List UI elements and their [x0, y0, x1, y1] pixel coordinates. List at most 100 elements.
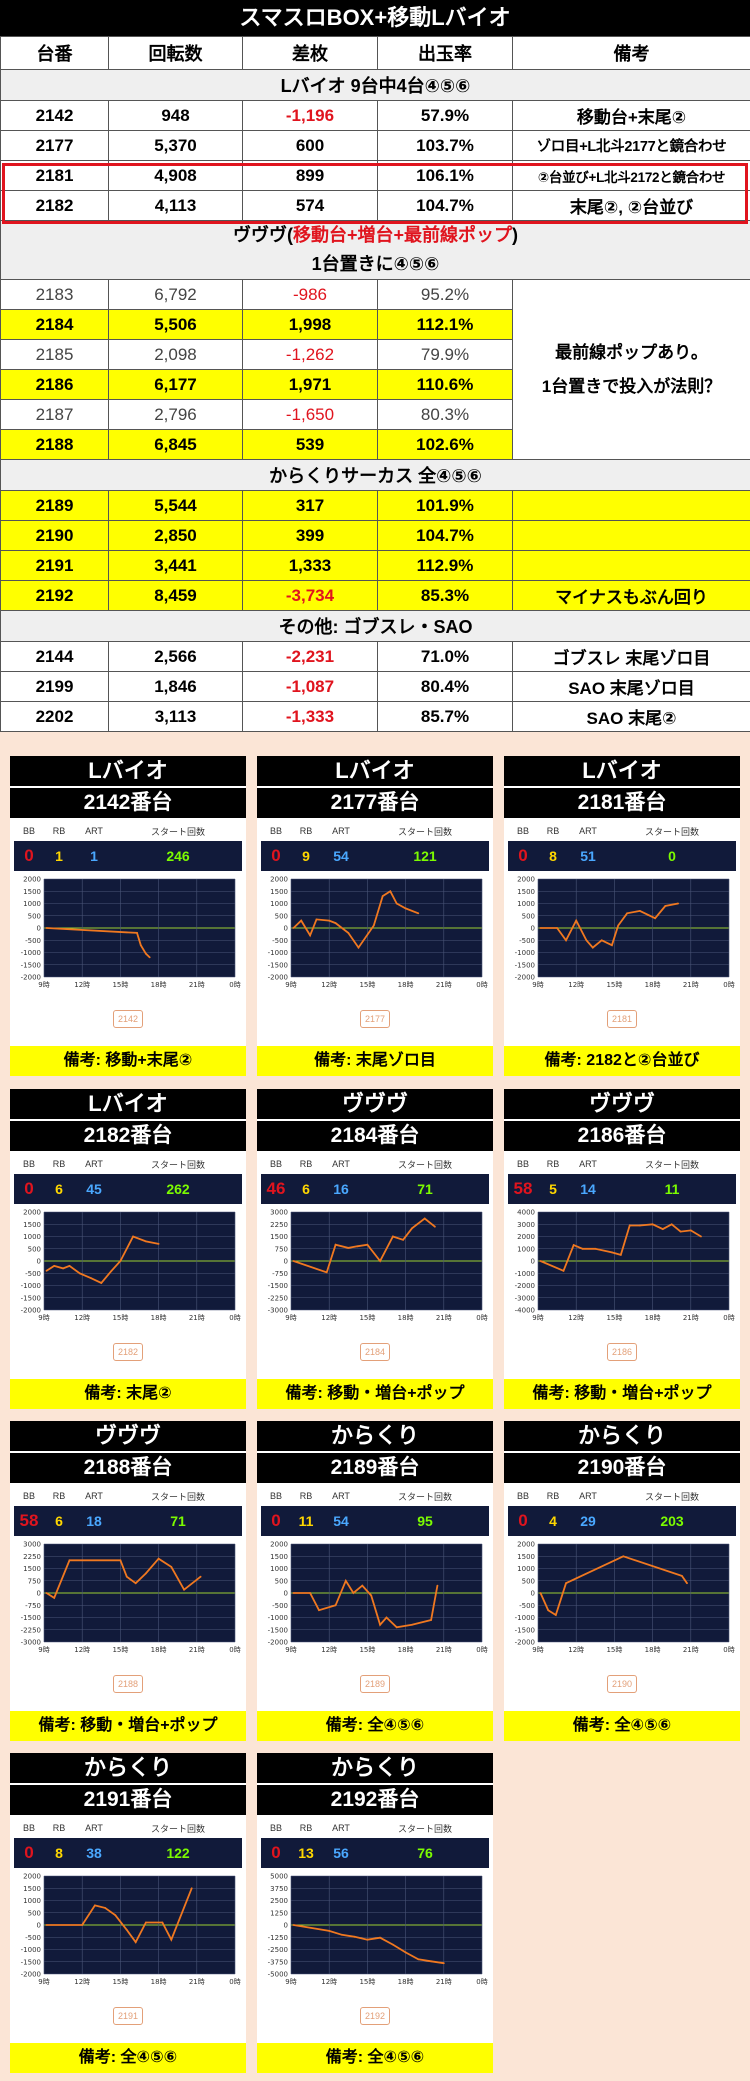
slump-point — [110, 1269, 113, 1272]
slump-point — [411, 1623, 413, 1626]
slump-point — [572, 1244, 575, 1246]
x-tick-label: 0時 — [476, 981, 487, 989]
card-machine-name: Lバイオ — [504, 756, 740, 786]
card-unit-badge[interactable]: 2182 — [113, 1343, 143, 1361]
slump-point — [344, 1579, 347, 1582]
label-art: ART — [332, 826, 350, 836]
table-row: 2189 5,544 317 101.9% — [0, 490, 750, 521]
slump-point — [628, 1224, 631, 1227]
slump-point — [157, 1243, 160, 1245]
cell-spins: 3,113 — [108, 701, 243, 732]
y-tick-label: -3000 — [21, 1639, 41, 1647]
x-tick-label: 18時 — [645, 1646, 661, 1654]
y-tick-label: 2000 — [517, 1233, 535, 1241]
label-start: スタート回数 — [150, 1159, 205, 1170]
slump-point — [309, 934, 311, 937]
slump-line — [293, 1217, 436, 1274]
card-unit-badge[interactable]: 2188 — [113, 1675, 143, 1693]
cell-spins: 2,850 — [108, 520, 243, 551]
y-tick-label: -1250 — [268, 1934, 288, 1942]
x-tick-label: 21時 — [436, 1646, 452, 1654]
cell-diff: 899 — [242, 160, 378, 191]
value-start: 71 — [417, 1181, 433, 1197]
slump-point — [539, 1260, 542, 1262]
slump-point — [661, 1228, 664, 1230]
slump-point — [581, 1247, 584, 1250]
x-tick-label: 0時 — [723, 1646, 734, 1654]
card-unit-badge[interactable]: 2192 — [360, 2007, 390, 2025]
x-tick-label: 9時 — [285, 1314, 296, 1322]
card-stat-values: 0 8 51 0 — [508, 841, 736, 871]
card-unit-badge[interactable]: 2189 — [360, 1675, 390, 1693]
slump-point — [423, 1217, 426, 1220]
x-tick-label: 0時 — [229, 1978, 240, 1986]
value-start: 0 — [668, 848, 676, 864]
card-machine-name: ヴヴヴ — [504, 1089, 740, 1119]
label-rb: RB — [299, 1491, 313, 1501]
card-note: 備考: 全④⑤⑥ — [257, 1711, 493, 1741]
slump-point — [119, 1260, 122, 1262]
x-tick-label: 15時 — [606, 981, 622, 989]
cell-diff: 574 — [242, 190, 378, 221]
y-tick-label: 1000 — [270, 900, 288, 908]
card-unit-badge[interactable]: 2181 — [607, 1010, 637, 1028]
table-row: 2185 2,098 -1,262 79.9% — [0, 339, 750, 370]
slump-point — [94, 1904, 96, 1907]
y-tick-label: 0 — [37, 1922, 41, 1930]
card-stat-values: 0 8 38 122 — [14, 1838, 242, 1868]
card-unit-badge[interactable]: 2142 — [113, 1010, 143, 1028]
y-tick-label: -750 — [25, 1602, 41, 1610]
cell-diff: 317 — [242, 490, 378, 521]
label-bb: BB — [269, 1823, 282, 1833]
label-start: スタート回数 — [644, 1159, 699, 1170]
slump-point — [68, 1265, 71, 1267]
cell-rate: 110.6% — [377, 369, 513, 400]
y-tick-label: -3750 — [268, 1958, 288, 1966]
slump-point — [352, 1592, 355, 1594]
card-unit-badge[interactable]: 2190 — [607, 1675, 637, 1693]
label-bb: BB — [22, 1159, 35, 1169]
x-tick-label: 9時 — [285, 1646, 296, 1654]
value-bb: 0 — [518, 846, 528, 865]
y-tick-label: 0 — [37, 1590, 41, 1598]
cell-diff: -1,087 — [242, 671, 378, 702]
slump-point — [328, 1930, 331, 1932]
section-vvv-subtitle: 1台置きに④⑤⑥ — [311, 254, 440, 274]
card-machine-name: からくり — [504, 1421, 740, 1451]
slump-point — [670, 1223, 673, 1226]
x-tick-label: 15時 — [112, 1978, 128, 1986]
label-rb: RB — [299, 826, 313, 836]
cell-note — [512, 550, 750, 581]
card-unit-badge[interactable]: 2184 — [360, 1343, 390, 1361]
label-rb: RB — [299, 1159, 313, 1169]
slump-point — [436, 1584, 439, 1587]
y-tick-label: -2000 — [21, 974, 41, 982]
card-stat-labels: BB RB ART スタート回数 — [10, 1818, 246, 1838]
y-tick-label: 2500 — [270, 1897, 288, 1905]
card-unit-badge[interactable]: 2191 — [113, 2007, 143, 2025]
slump-point — [381, 895, 384, 897]
card-unit-badge[interactable]: 2177 — [360, 1010, 390, 1028]
section-header-karakuri: からくりサーカス 全④⑤⑥ — [0, 459, 750, 491]
cell-note-vvv: 最前線ポップあり。 1台置きで投入が法則？ — [512, 279, 750, 460]
card-stat-values: 0 6 45 262 — [14, 1174, 242, 1204]
section-header-vvv: ヴヴヴ(移動台+増台+最前線ポップ) 1台置きに④⑤⑥ — [0, 220, 750, 280]
cell-diff: 1,333 — [242, 550, 378, 581]
value-bb: 46 — [266, 1179, 286, 1198]
y-tick-label: 1000 — [23, 900, 41, 908]
x-tick-label: 21時 — [436, 1314, 452, 1322]
slump-point — [139, 944, 142, 947]
value-art: 16 — [333, 1181, 349, 1197]
table-row: 2192 8,459 -3,734 85.3% マイナスもぶん回り — [0, 580, 750, 611]
x-tick-label: 0時 — [229, 981, 240, 989]
label-start: スタート回数 — [397, 826, 452, 837]
slump-point — [404, 1951, 407, 1954]
slump-point — [664, 905, 667, 907]
slump-point — [639, 1224, 641, 1227]
x-tick-label: 21時 — [189, 981, 205, 989]
table-row: 2202 3,113 -1,333 85.7% SAO 末尾② — [0, 701, 750, 732]
slump-point — [700, 1235, 702, 1238]
card-unit-badge[interactable]: 2186 — [607, 1343, 637, 1361]
slump-point — [442, 1962, 445, 1965]
